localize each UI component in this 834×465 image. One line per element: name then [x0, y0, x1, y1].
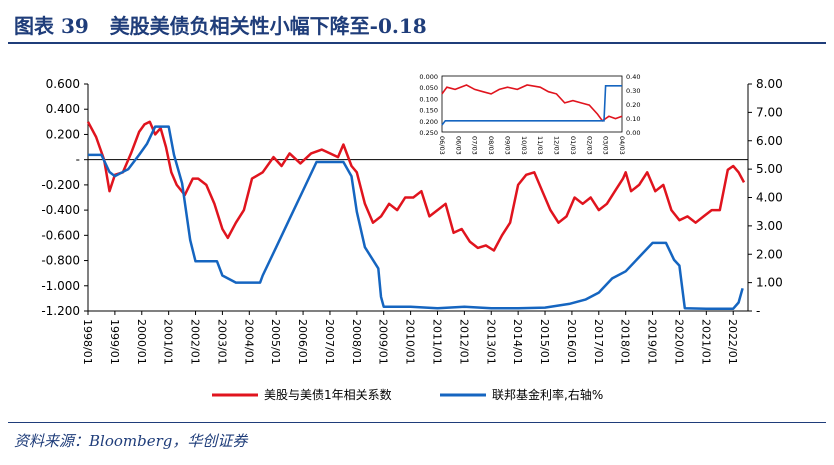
x-axis-tick-label: 2009/01 [377, 319, 390, 365]
left-axis-tick-label: -1.000 [41, 279, 80, 293]
right-axis-tick-label: 5.00 [756, 162, 783, 176]
x-axis-tick-label: 2011/01 [430, 319, 443, 365]
inset-x-tick-label: 12/03 [553, 136, 561, 155]
inset-fed-rate-line [441, 85, 622, 126]
inset-right-tick-label: 0.40 [626, 73, 640, 81]
correlation-series-line [86, 120, 746, 252]
inset-left-tick-label: 0.150 [419, 107, 438, 115]
inset-left-tick-label: 0.050 [419, 84, 438, 92]
right-axis-tick-label: 2.00 [756, 247, 783, 261]
left-axis-tick-label: -0.200 [41, 178, 80, 192]
inset-x-tick-label: 04/03 [618, 136, 626, 155]
x-axis-tick-label: 2019/01 [646, 319, 659, 365]
x-axis-tick-label: 2007/01 [323, 319, 336, 365]
source-note: 资料来源：Bloomberg，华创证券 [14, 432, 248, 450]
inset-frame [441, 75, 623, 133]
inset-right-tick-label: 0.10 [626, 115, 640, 123]
inset-x-tick-label: 10/03 [520, 136, 528, 155]
x-axis-tick-label: 2004/01 [242, 319, 255, 365]
inset-x-tick-label: 01/03 [569, 136, 577, 155]
legend-label: 联邦基金利率,右轴% [492, 387, 603, 402]
figure-title: 图表 39 美股美债负相关性小幅下降至-0.18 [14, 10, 427, 39]
inset-x-tick-label: 06/03 [454, 136, 462, 155]
figure-header: 图表 39 美股美债负相关性小幅下降至-0.18 [8, 6, 826, 44]
left-axis-tick-label: 0.600 [46, 77, 80, 91]
x-axis-tick-label: 2015/01 [538, 319, 551, 365]
x-axis-tick-label: 2021/01 [699, 319, 712, 365]
x-axis-tick-label: 2010/01 [404, 319, 417, 365]
x-axis-tick-label: 2003/01 [215, 319, 228, 365]
inset-x-tick-label: 09/03 [503, 136, 511, 155]
x-axis-tick-label: 2006/01 [296, 319, 309, 365]
right-axis-tick-label: 7.00 [756, 105, 783, 119]
source-divider [8, 422, 826, 423]
x-axis-tick-label: 2022/01 [726, 319, 739, 365]
figure-number: 图表 39 [14, 14, 89, 38]
figure-title-text: 美股美债负相关性小幅下降至-0.18 [109, 14, 427, 38]
right-axis-tick-label: 4.00 [756, 191, 783, 205]
inset-right-tick-label: 0.00 [626, 129, 640, 137]
right-axis-tick-label: - [756, 304, 760, 318]
inset-left-tick-label: 0.000 [419, 73, 438, 81]
inset-x-tick-label: 07/03 [471, 136, 479, 155]
left-axis-tick-label: - [76, 153, 80, 167]
left-axis-tick-label: 0.400 [46, 102, 80, 116]
x-axis-tick-label: 2002/01 [189, 319, 202, 365]
x-axis-tick-label: 2001/01 [162, 319, 175, 365]
x-axis-tick-label: 1999/01 [108, 319, 121, 365]
inset-left-tick-label: 0.200 [419, 118, 438, 126]
inset-x-tick-label: 03/03 [602, 136, 610, 155]
left-axis-tick-label: -1.200 [41, 304, 80, 318]
right-axis-tick-label: 6.00 [756, 134, 783, 148]
inset-right-tick-label: 0.20 [626, 101, 640, 109]
x-axis-tick-label: 2008/01 [350, 319, 363, 365]
inset-x-tick-label: 11/03 [536, 136, 544, 155]
left-axis-tick-label: -0.600 [41, 228, 80, 242]
x-axis-tick-label: 2014/01 [511, 319, 524, 365]
title-divider [8, 42, 826, 44]
inset-left-tick-label: 0.250 [419, 129, 438, 137]
inset-right-tick-label: 0.30 [626, 87, 640, 95]
x-axis-tick-label: 2005/01 [269, 319, 282, 365]
x-axis-tick-label: 2017/01 [592, 319, 605, 365]
legend-label: 美股与美债1年相关系数 [264, 387, 392, 402]
inset-x-tick-label: 06/03 [438, 136, 446, 155]
left-axis-tick-label: -0.400 [41, 203, 80, 217]
x-axis-tick-label: 2012/01 [457, 319, 470, 365]
left-axis-tick-label: -0.800 [41, 254, 80, 268]
right-axis-tick-label: 1.00 [756, 276, 783, 290]
x-axis-tick-label: 1998/01 [81, 319, 94, 365]
fed-rate-series-line [88, 125, 744, 310]
x-axis-tick-label: 2020/01 [672, 319, 685, 365]
inset-x-tick-label: 02/03 [585, 136, 593, 155]
left-axis-tick-label: 0.200 [46, 127, 80, 141]
inset-correlation-line [441, 84, 623, 122]
right-axis-tick-label: 3.00 [756, 219, 783, 233]
x-axis-tick-label: 2018/01 [619, 319, 632, 365]
x-axis-tick-label: 2000/01 [135, 319, 148, 365]
inset-left-tick-label: 0.100 [419, 95, 438, 103]
x-axis-tick-label: 2013/01 [484, 319, 497, 365]
inset-x-tick-label: 08/03 [487, 136, 495, 155]
x-axis-tick-label: 2016/01 [565, 319, 578, 365]
right-axis-tick-label: 8.00 [756, 77, 783, 91]
